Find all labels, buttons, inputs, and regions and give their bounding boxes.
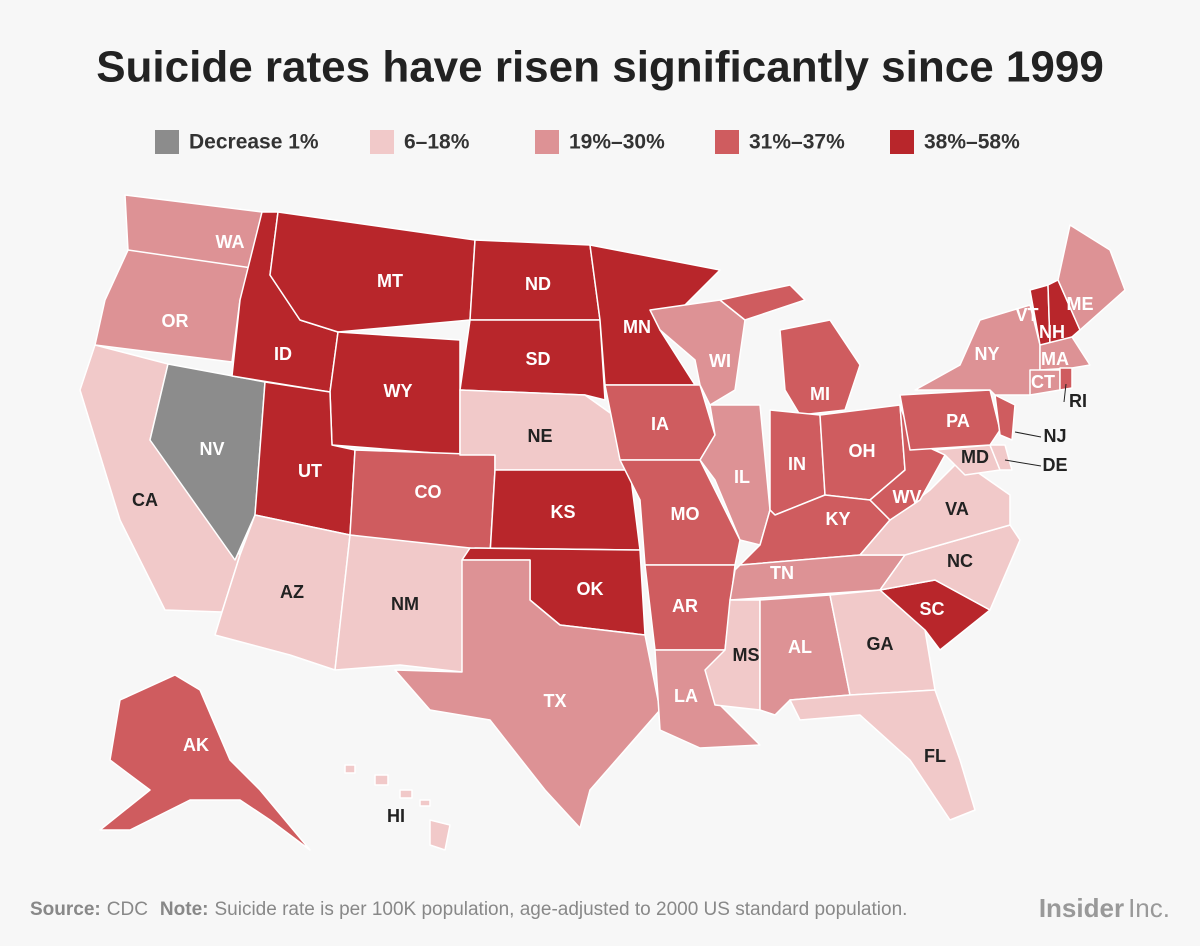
state [1047,279,1081,346]
state-label: OR [162,311,189,331]
state [329,331,461,456]
leader-line [1014,431,1042,438]
state-labels: WA OR CA NV ID MT WY UT CO AZ NM ND SD NE KS OK TX MN IA MO… [132,232,1094,826]
state-label: PA [946,411,970,431]
state-label: GA [867,634,894,654]
legend-label: 31%–37% [749,131,845,154]
title: Suicide rates have risen significantly s… [96,43,1104,92]
note-label: Note: [160,899,209,920]
source: CDC [107,899,148,920]
state-label: AZ [280,582,304,602]
leader-line [1004,459,1042,467]
state-label: NM [391,594,419,614]
state [994,394,1016,441]
legend-swatch [535,130,559,154]
source-label: Source: [30,899,101,920]
state [789,689,976,821]
state-label: UT [298,461,322,481]
state-label: KS [550,502,575,522]
state-label: MT [377,271,403,291]
state-label: CT [1031,372,1055,392]
state [459,319,606,401]
state-label: SD [525,349,550,369]
state-label: TX [543,691,566,711]
state-label: OK [577,579,604,599]
state [1057,224,1126,331]
state-label: MI [810,384,830,404]
state-label: HI [387,806,405,826]
state-label: DE [1042,455,1067,475]
state [99,674,311,851]
state-label: AK [183,735,209,755]
state-label: SC [919,599,944,619]
state [899,389,1001,451]
legend-label: 19%–30% [569,131,665,154]
state-label: ID [274,344,292,364]
state [1039,336,1091,371]
state-label: VT [1015,305,1038,325]
state-label: NE [527,426,552,446]
leader-line [1063,383,1067,403]
state-label: KY [825,509,850,529]
state-label: MO [671,504,700,524]
state-label: WI [709,351,731,371]
state [334,534,471,673]
state-label: TN [770,563,794,583]
state-label: IL [734,467,750,487]
legend-swatch [370,130,394,154]
state-label: WV [893,487,922,507]
brand-name: Insider [1039,893,1124,923]
footer: Source: CDC Note: Suicide rate is per 100K … [30,899,907,920]
state-label: NH [1039,322,1065,342]
brand: Insider Inc. [1039,893,1170,923]
state-label: LA [674,686,698,706]
legend-swatch [155,130,179,154]
legend-label: 6–18% [404,131,470,154]
legend-label: 38%–58% [924,131,1020,154]
note: Suicide rate is per 100K population, age… [214,899,907,920]
us-map [79,194,1126,851]
state [344,764,451,851]
state-label: WA [216,232,245,252]
legend-swatch [890,130,914,154]
state [394,559,661,829]
state [699,404,771,546]
legend-swatch [715,130,739,154]
state-label: WY [384,381,413,401]
state-label: MN [623,317,651,337]
state-label: NJ [1043,426,1066,446]
state-label: AR [672,596,698,616]
state-label: ME [1067,294,1094,314]
state [989,444,1013,471]
state-label: VA [945,499,969,519]
state-label: ND [525,274,551,294]
state [1059,367,1073,391]
state-label: NV [199,439,224,459]
legend: Decrease 1% 6–18% 19%–30% 31%–37% 38%–58% [155,130,1020,154]
state-label: NC [947,551,973,571]
state-label: MA [1041,349,1069,369]
state-label: AL [788,637,812,657]
state-label: NY [974,344,999,364]
state-label: CA [132,490,158,510]
state-label: OH [849,441,876,461]
brand-suffix: Inc. [1128,893,1170,923]
state [719,284,861,416]
state-label: IA [651,414,669,434]
legend-label: Decrease 1% [189,131,319,154]
state-label: MS [733,645,760,665]
state-label: IN [788,454,806,474]
state-label: MD [961,447,989,467]
state-label: RI [1069,391,1087,411]
state-label: CO [415,482,442,502]
state-label: FL [924,746,946,766]
